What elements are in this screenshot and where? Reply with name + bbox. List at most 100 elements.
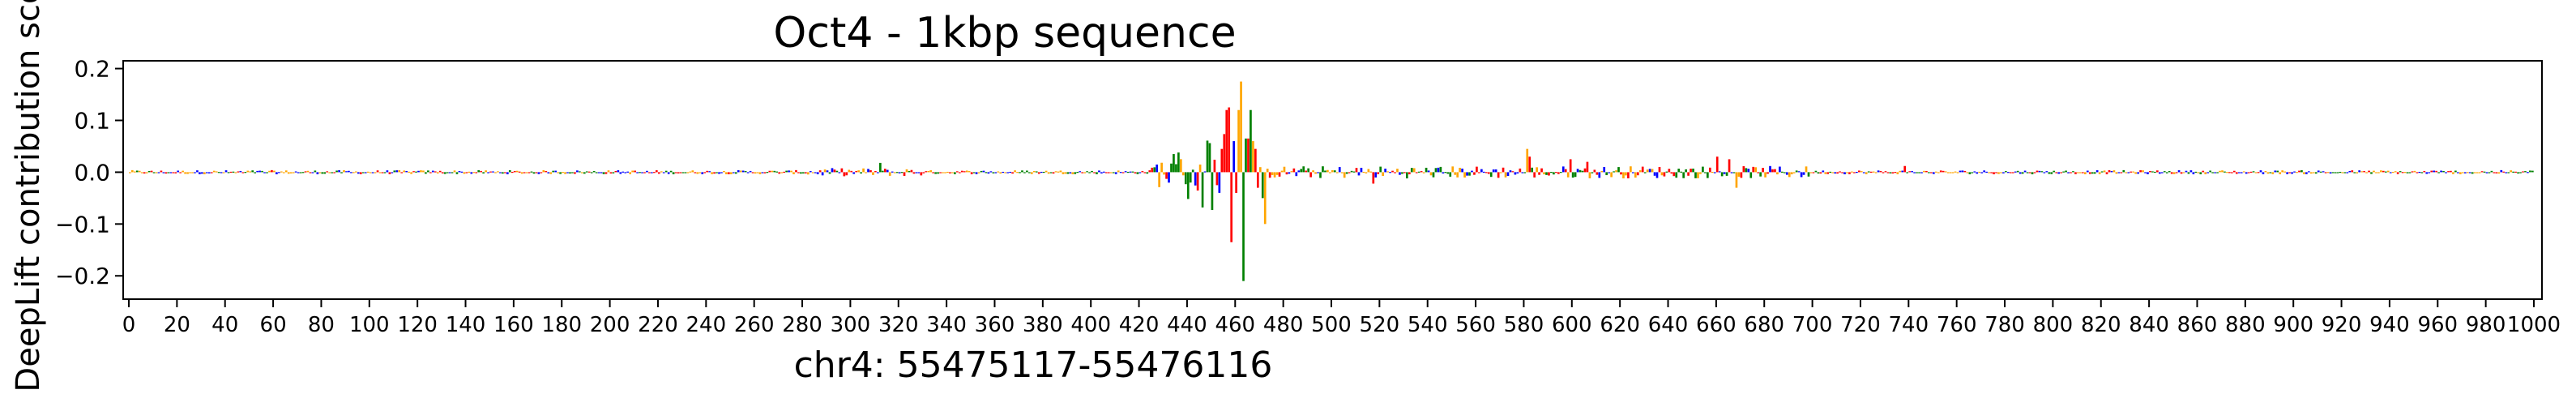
- contribution-bar: [2309, 172, 2313, 174]
- contribution-bar: [234, 172, 237, 173]
- contribution-bar: [207, 172, 211, 173]
- contribution-bar: [730, 172, 733, 174]
- contribution-bar: [1865, 172, 1868, 174]
- contribution-bar: [1872, 171, 1875, 173]
- contribution-bar: [314, 170, 317, 173]
- contribution-bar: [1002, 171, 1005, 173]
- contribution-bar: [1088, 172, 1091, 173]
- contribution-bar: [284, 170, 288, 173]
- contribution-bar: [2416, 172, 2419, 173]
- contribution-bar: [1728, 159, 1731, 173]
- contribution-bar: [657, 172, 660, 174]
- contribution-bar: [1757, 172, 1760, 173]
- contribution-bar: [246, 170, 250, 173]
- contribution-bar: [477, 169, 481, 173]
- contribution-bar: [1997, 172, 2000, 174]
- contribution-bar: [725, 172, 728, 174]
- contribution-bar: [1916, 172, 1918, 173]
- contribution-bar: [761, 172, 764, 173]
- contribution-bar: [1966, 172, 1969, 173]
- contribution-bar: [2346, 172, 2349, 173]
- contribution-bar: [1779, 166, 1781, 173]
- contribution-bar: [393, 170, 396, 173]
- contribution-bar: [215, 171, 218, 173]
- contribution-bar: [316, 172, 319, 174]
- contribution-bar: [2459, 172, 2462, 174]
- contribution-bar: [1783, 172, 1786, 173]
- contribution-bar: [2100, 171, 2104, 173]
- contribution-bar: [2326, 172, 2330, 173]
- contribution-bar: [263, 172, 266, 173]
- contribution-bar: [689, 171, 692, 173]
- contribution-bar: [564, 172, 566, 174]
- contribution-bar: [1646, 169, 1649, 173]
- contribution-bar: [1843, 172, 1846, 174]
- contribution-bar: [1273, 172, 1276, 178]
- contribution-bar: [224, 170, 228, 173]
- contribution-bar: [716, 172, 718, 173]
- contribution-bar: [2507, 172, 2510, 173]
- contribution-bar: [1978, 171, 1981, 173]
- contribution-bar: [196, 170, 199, 173]
- contribution-bar: [1379, 166, 1382, 173]
- contribution-bar: [443, 172, 446, 174]
- contribution-bar: [1687, 172, 1690, 176]
- contribution-bar: [2353, 172, 2356, 173]
- contribution-bar: [1504, 172, 1507, 178]
- contribution-bar: [788, 170, 790, 173]
- contribution-bar: [2219, 170, 2221, 173]
- contribution-bar: [2391, 172, 2394, 173]
- contribution-bar: [545, 170, 548, 173]
- contribution-bar: [1429, 172, 1433, 176]
- contribution-bar: [698, 172, 702, 173]
- contribution-bar: [378, 172, 382, 173]
- contribution-bar: [1715, 156, 1719, 173]
- x-tick-label: 0: [122, 313, 136, 337]
- contribution-bar: [1499, 172, 1502, 173]
- contribution-bar: [2433, 170, 2436, 173]
- contribution-bar: [835, 170, 839, 173]
- contribution-bar: [143, 172, 146, 173]
- contribution-bar: [1173, 154, 1175, 173]
- contribution-bar: [2125, 172, 2128, 173]
- contribution-bar: [929, 170, 933, 173]
- contribution-bar: [1242, 172, 1245, 281]
- contribution-bar: [927, 171, 930, 173]
- contribution-bar: [920, 172, 923, 176]
- contribution-bar: [2368, 170, 2370, 173]
- contribution-bar: [1889, 172, 1892, 173]
- contribution-bar: [371, 172, 374, 173]
- contribution-bar: [1906, 172, 1909, 173]
- contribution-bar: [438, 170, 442, 173]
- contribution-bar: [758, 172, 762, 174]
- contribution-bar: [504, 172, 506, 173]
- contribution-bar: [273, 170, 276, 173]
- contribution-bar: [949, 172, 951, 173]
- contribution-bar: [2314, 172, 2318, 174]
- contribution-bar: [805, 172, 807, 173]
- contribution-bar: [1848, 172, 1851, 174]
- contribution-bar: [579, 171, 581, 173]
- x-tick-label: 280: [782, 313, 822, 337]
- contribution-bar: [1634, 172, 1637, 178]
- x-tick-label: 1000: [2507, 313, 2561, 337]
- contribution-bar: [2117, 172, 2121, 173]
- contribution-bar: [655, 170, 658, 173]
- contribution-bar: [1812, 172, 1815, 173]
- contribution-bar: [643, 172, 646, 173]
- contribution-bar: [1225, 109, 1228, 173]
- contribution-bar: [1278, 172, 1281, 177]
- contribution-bar: [254, 172, 257, 173]
- contribution-bar: [1769, 165, 1771, 173]
- contribution-bar: [2286, 172, 2288, 174]
- contribution-bar: [2389, 172, 2392, 173]
- contribution-bar: [1528, 156, 1532, 173]
- contribution-bar: [155, 172, 158, 173]
- contribution-bar: [294, 171, 297, 173]
- contribution-bar: [1049, 172, 1053, 173]
- contribution-bar: [1297, 170, 1301, 173]
- contribution-bar: [2048, 172, 2051, 174]
- contribution-bar: [1766, 172, 1769, 174]
- y-axis-label: DeepLift contribution score: [10, 0, 47, 392]
- contribution-bar: [129, 172, 131, 173]
